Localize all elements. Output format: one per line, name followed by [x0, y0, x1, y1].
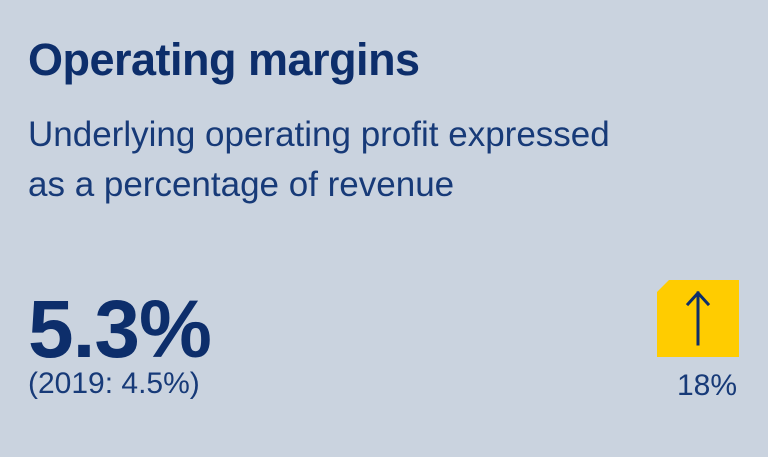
- kpi-description: Underlying operating profit expressed as…: [28, 110, 728, 210]
- kpi-title: Operating margins: [28, 34, 420, 85]
- kpi-description-line-1: Underlying operating profit expressed: [28, 115, 610, 154]
- kpi-description-line-2: as a percentage of revenue: [28, 165, 455, 204]
- kpi-value: 5.3%: [28, 284, 212, 375]
- change-percentage: 18%: [676, 369, 737, 402]
- trend-badge: [657, 280, 739, 357]
- prior-year-value: (2019: 4.5%): [28, 367, 200, 400]
- up-arrow-icon: [657, 280, 739, 357]
